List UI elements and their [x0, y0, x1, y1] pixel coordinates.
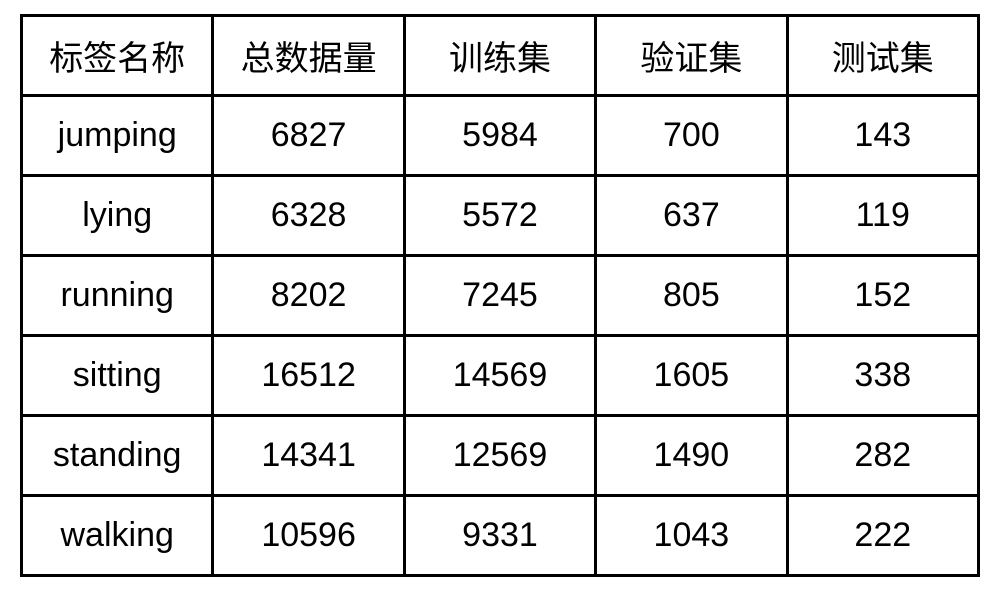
- cell-total: 16512: [213, 336, 404, 416]
- cell-train: 12569: [404, 416, 595, 496]
- table-header-row: 标签名称 总数据量 训练集 验证集 测试集: [22, 16, 979, 96]
- cell-validation: 1043: [596, 496, 787, 576]
- table-row: sitting 16512 14569 1605 338: [22, 336, 979, 416]
- cell-total: 6328: [213, 176, 404, 256]
- cell-label: lying: [22, 176, 213, 256]
- cell-train: 14569: [404, 336, 595, 416]
- cell-test: 282: [787, 416, 978, 496]
- cell-test: 152: [787, 256, 978, 336]
- column-header-test: 测试集: [787, 16, 978, 96]
- cell-label: jumping: [22, 96, 213, 176]
- cell-label: sitting: [22, 336, 213, 416]
- cell-test: 222: [787, 496, 978, 576]
- cell-test: 119: [787, 176, 978, 256]
- cell-train: 5984: [404, 96, 595, 176]
- cell-validation: 1490: [596, 416, 787, 496]
- column-header-validation: 验证集: [596, 16, 787, 96]
- cell-train: 7245: [404, 256, 595, 336]
- table-row: running 8202 7245 805 152: [22, 256, 979, 336]
- cell-total: 10596: [213, 496, 404, 576]
- cell-validation: 1605: [596, 336, 787, 416]
- cell-total: 6827: [213, 96, 404, 176]
- table-row: jumping 6827 5984 700 143: [22, 96, 979, 176]
- column-header-train: 训练集: [404, 16, 595, 96]
- table-row: walking 10596 9331 1043 222: [22, 496, 979, 576]
- cell-label: running: [22, 256, 213, 336]
- cell-validation: 637: [596, 176, 787, 256]
- column-header-label: 标签名称: [22, 16, 213, 96]
- cell-train: 9331: [404, 496, 595, 576]
- data-table-container: 标签名称 总数据量 训练集 验证集 测试集 jumping 6827 5984 …: [20, 14, 980, 577]
- cell-validation: 700: [596, 96, 787, 176]
- column-header-total: 总数据量: [213, 16, 404, 96]
- cell-total: 8202: [213, 256, 404, 336]
- cell-test: 143: [787, 96, 978, 176]
- cell-train: 5572: [404, 176, 595, 256]
- data-table: 标签名称 总数据量 训练集 验证集 测试集 jumping 6827 5984 …: [20, 14, 980, 577]
- cell-label: walking: [22, 496, 213, 576]
- cell-total: 14341: [213, 416, 404, 496]
- table-row: lying 6328 5572 637 119: [22, 176, 979, 256]
- cell-test: 338: [787, 336, 978, 416]
- cell-validation: 805: [596, 256, 787, 336]
- cell-label: standing: [22, 416, 213, 496]
- table-row: standing 14341 12569 1490 282: [22, 416, 979, 496]
